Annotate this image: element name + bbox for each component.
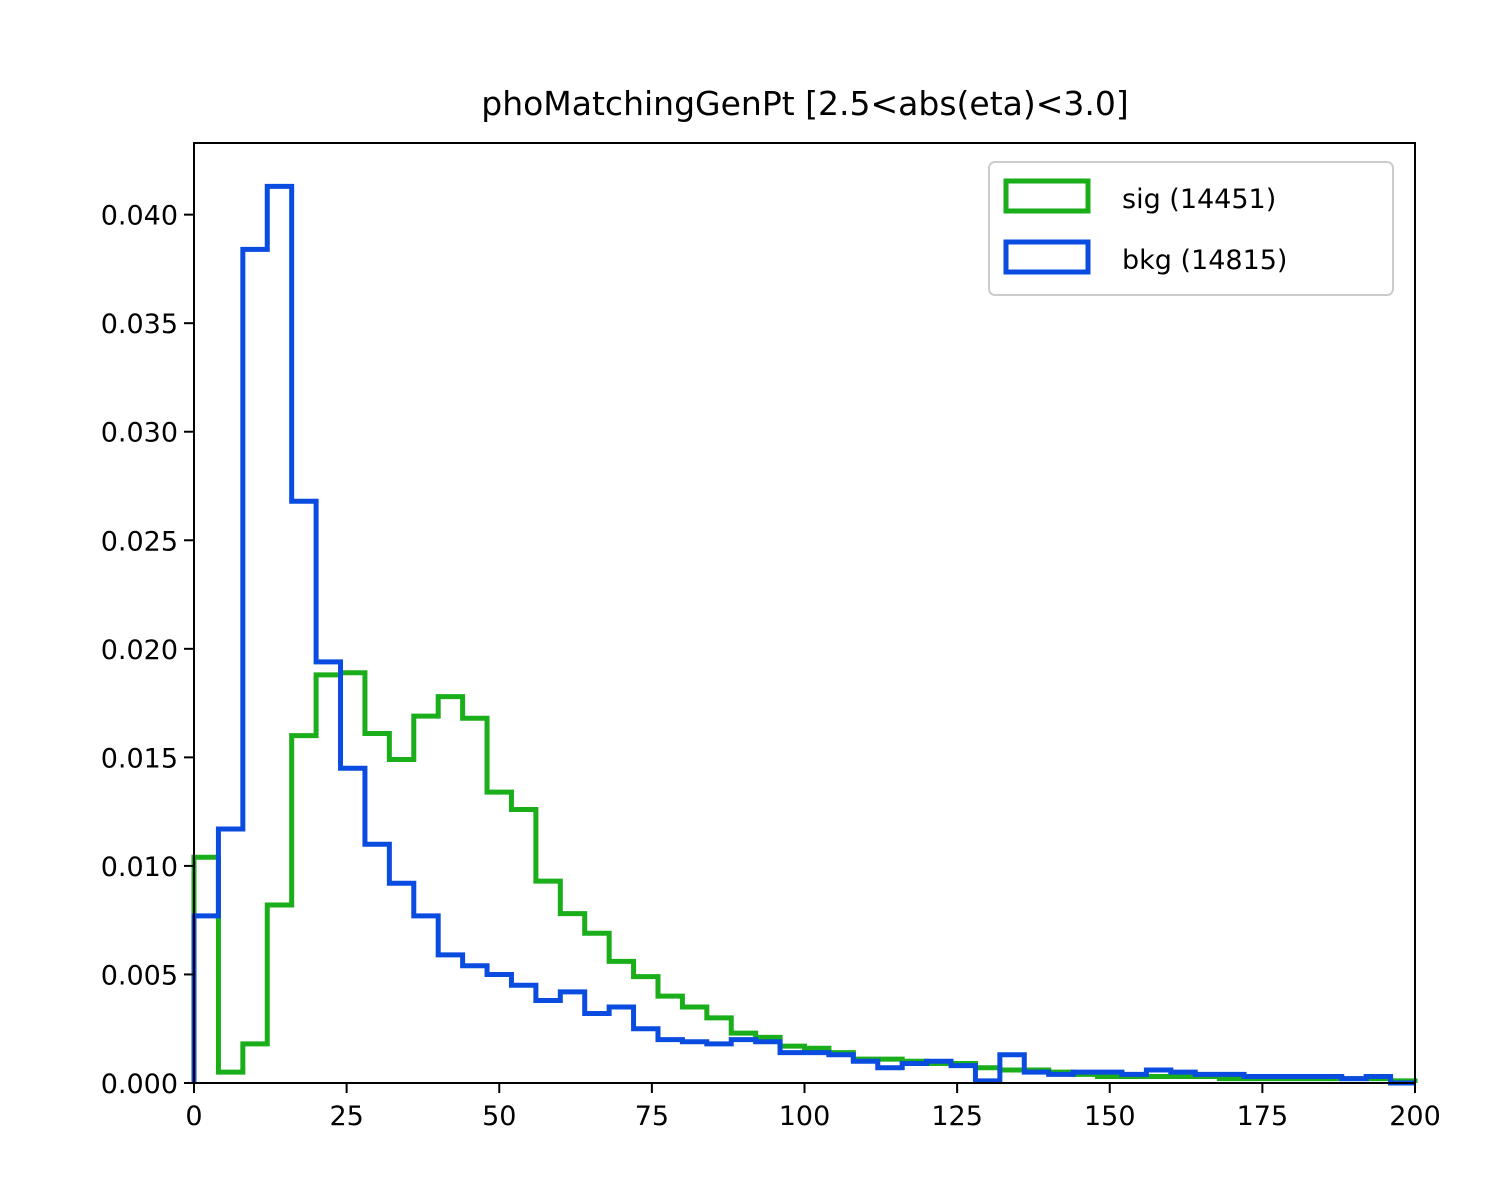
x-tick-label: 0 [185, 1101, 202, 1132]
legend: sig (14451) bkg (14815) [988, 161, 1394, 296]
y-tick-label: 0.030 [101, 418, 178, 449]
x-tick-label: 175 [1237, 1101, 1289, 1132]
x-tick-label: 25 [329, 1101, 363, 1132]
legend-swatch-bkg [1003, 239, 1091, 275]
x-tick-label: 150 [1084, 1101, 1136, 1132]
y-tick-label: 0.000 [101, 1069, 178, 1100]
x-tick-label: 75 [635, 1101, 669, 1132]
chart-title: phoMatchingGenPt [2.5<abs(eta)<3.0] [481, 84, 1128, 123]
x-tick-label: 100 [779, 1101, 831, 1132]
legend-swatch-sig [1003, 178, 1091, 214]
y-tick-label: 0.035 [101, 309, 178, 340]
y-tick-label: 0.020 [101, 635, 178, 666]
y-tick-label: 0.010 [101, 852, 178, 883]
series-line-bkg [191, 183, 1415, 1086]
x-tick-label: 125 [931, 1101, 983, 1132]
y-tick-label: 0.025 [101, 526, 178, 557]
y-axis: 0.000 0.005 0.010 0.015 0.020 0.025 0.030 0.035… [101, 201, 194, 1100]
x-tick-label: 50 [482, 1101, 516, 1132]
y-tick-label: 0.040 [101, 201, 178, 232]
legend-label-sig: sig (14451) [1122, 184, 1276, 215]
x-tick-label: 200 [1389, 1101, 1441, 1132]
y-tick-label: 0.015 [101, 743, 178, 774]
legend-label-bkg: bkg (14815) [1122, 245, 1287, 276]
y-tick-label: 0.005 [101, 960, 178, 991]
x-axis: 0 25 50 75 100 125 150 175 200 [185, 1083, 1441, 1132]
